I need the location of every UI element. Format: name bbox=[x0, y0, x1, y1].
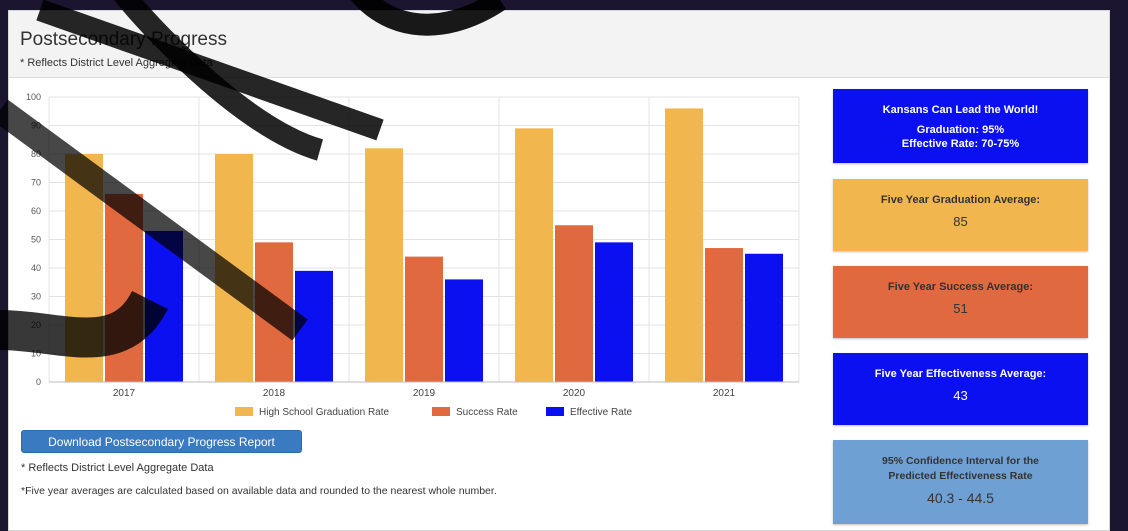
legend-label: Success Rate bbox=[456, 407, 518, 418]
page-subtitle: * Reflects District Level Aggregate Data bbox=[20, 57, 213, 69]
bar-2019-success bbox=[405, 256, 443, 382]
success-average-label: Five Year Success Average: bbox=[887, 281, 1034, 293]
effectiveness-average-label: Five Year Effectiveness Average: bbox=[874, 368, 1047, 380]
x-tick-label: 2020 bbox=[563, 388, 586, 399]
y-tick-label: 100 bbox=[26, 92, 41, 102]
kansas-goal-graduation: Graduation: 95% bbox=[916, 124, 1005, 136]
graduation-average-value: 85 bbox=[953, 214, 968, 229]
bar-2017-graduation bbox=[65, 154, 103, 382]
legend-swatch bbox=[546, 407, 564, 416]
legend-swatch bbox=[235, 407, 253, 416]
y-tick-label: 30 bbox=[31, 292, 41, 302]
graduation-average-label: Five Year Graduation Average: bbox=[880, 194, 1041, 206]
kansas-goal-box: Kansans Can Lead the World! Graduation: … bbox=[833, 89, 1088, 163]
bar-2019-effective bbox=[445, 279, 483, 382]
footnote-aggregate: * Reflects District Level Aggregate Data bbox=[21, 462, 214, 474]
confidence-interval-label: 95% Confidence Interval for the Predicte… bbox=[833, 454, 1088, 484]
bar-2018-graduation bbox=[215, 154, 253, 382]
postsecondary-progress-panel: Postsecondary Progress * Reflects Distri… bbox=[8, 10, 1110, 531]
x-tick-label: 2019 bbox=[413, 388, 436, 399]
x-tick-label: 2017 bbox=[113, 388, 136, 399]
panel-header: Postsecondary Progress * Reflects Distri… bbox=[9, 11, 1109, 78]
x-tick-label: 2018 bbox=[263, 388, 286, 399]
bar-2020-effective bbox=[595, 242, 633, 382]
confidence-interval-label-line2: Predicted Effectiveness Rate bbox=[888, 470, 1033, 482]
bar-2020-success bbox=[555, 225, 593, 382]
effectiveness-average-box: Five Year Effectiveness Average: 43 bbox=[833, 353, 1088, 425]
kansas-goal-title: Kansans Can Lead the World! bbox=[882, 104, 1039, 116]
kansas-goal-effective: Effective Rate: 70-75% bbox=[901, 138, 1020, 150]
success-average-box: Five Year Success Average: 51 bbox=[833, 266, 1088, 338]
bar-2018-effective bbox=[295, 270, 333, 382]
page-title: Postsecondary Progress bbox=[20, 29, 227, 50]
y-tick-label: 0 bbox=[36, 377, 41, 387]
download-report-button[interactable]: Download Postsecondary Progress Report bbox=[21, 430, 302, 453]
graduation-average-box: Five Year Graduation Average: 85 bbox=[833, 179, 1088, 251]
postsecondary-bar-chart: 0 10 20 30 40 50 60 70 80 90 100 2017 2018 2019 2020 20… bbox=[9, 86, 809, 426]
bar-2018-success bbox=[255, 242, 293, 382]
legend-label: Effective Rate bbox=[570, 407, 633, 418]
y-tick-label: 60 bbox=[31, 206, 41, 216]
x-tick-label: 2021 bbox=[713, 388, 736, 399]
legend-label: High School Graduation Rate bbox=[259, 407, 390, 418]
y-tick-label: 40 bbox=[31, 263, 41, 273]
footnote-averages: *Five year averages are calculated based… bbox=[21, 485, 497, 497]
bar-2019-graduation bbox=[365, 148, 403, 382]
bar-2017-success bbox=[105, 193, 143, 382]
bar-2021-graduation bbox=[665, 108, 703, 383]
legend-swatch bbox=[432, 407, 450, 416]
y-tick-label: 10 bbox=[31, 349, 41, 359]
y-tick-label: 20 bbox=[31, 320, 41, 330]
y-tick-label: 90 bbox=[31, 121, 41, 131]
confidence-interval-label-line1: 95% Confidence Interval for the bbox=[882, 455, 1039, 467]
bar-2021-success bbox=[705, 248, 743, 382]
y-tick-label: 50 bbox=[31, 235, 41, 245]
bar-2021-effective bbox=[745, 253, 783, 382]
y-tick-label: 80 bbox=[31, 149, 41, 159]
bar-2020-graduation bbox=[515, 128, 553, 382]
confidence-interval-value: 40.3 - 44.5 bbox=[927, 490, 994, 506]
bar-2017-effective bbox=[145, 230, 183, 382]
success-average-value: 51 bbox=[953, 301, 968, 316]
confidence-interval-box: 95% Confidence Interval for the Predicte… bbox=[833, 440, 1088, 524]
y-tick-label: 70 bbox=[31, 178, 41, 188]
effectiveness-average-value: 43 bbox=[953, 388, 968, 403]
chart-svg: 0 10 20 30 40 50 60 70 80 90 100 2017 2018 2019 2020 20… bbox=[26, 92, 800, 418]
